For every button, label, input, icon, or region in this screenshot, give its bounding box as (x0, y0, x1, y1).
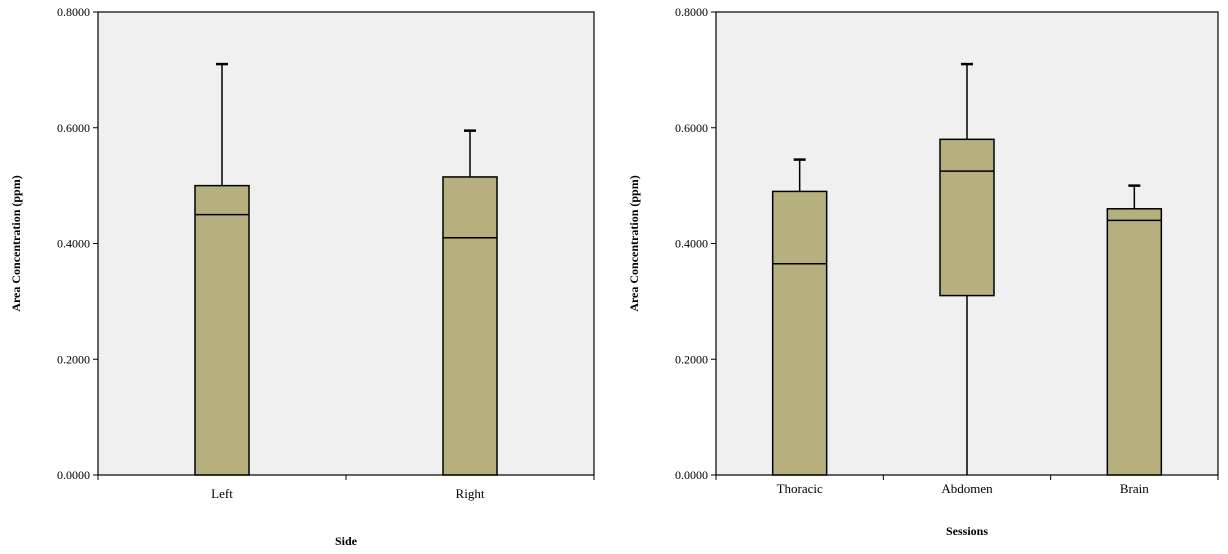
y-tick-label: 0.2000 (675, 352, 708, 366)
box-plot-side: 0.0000 0.2000 0.4000 0.6000 0.8000 Left Right S… (9, 5, 595, 548)
x-category-label: Thoracic (777, 481, 823, 496)
x-category-label: Left (211, 486, 233, 501)
x-axis-title: Side (335, 534, 358, 548)
y-axis-title: Area Concentration (ppm) (9, 175, 23, 311)
y-tick-label: 0.8000 (675, 5, 708, 19)
x-category-label: Brain (1120, 481, 1149, 496)
box-plot-sessions: 0.0000 0.2000 0.4000 0.6000 0.8000 Thoracic Ab… (627, 5, 1219, 538)
y-tick-label: 0.4000 (675, 237, 708, 251)
y-tick-label: 0.2000 (57, 352, 90, 366)
box-iqr (771, 190, 828, 476)
y-tick-label: 0.6000 (57, 121, 90, 135)
y-tick-label: 0.6000 (675, 121, 708, 135)
y-axis-title: Area Concentration (ppm) (627, 175, 641, 311)
y-tick-label: 0.4000 (57, 237, 90, 251)
y-tick-label: 0.0000 (675, 468, 708, 482)
box-iqr (442, 176, 498, 476)
plot-area (97, 11, 595, 476)
box-iqr (194, 184, 250, 476)
x-category-label: Right (456, 486, 485, 501)
y-tick-label: 0.0000 (57, 468, 90, 482)
box-iqr (1106, 208, 1163, 476)
x-category-label: Abdomen (941, 481, 993, 496)
y-tick-label: 0.8000 (57, 5, 90, 19)
x-axis-title: Sessions (946, 524, 988, 538)
box-iqr (939, 138, 995, 297)
